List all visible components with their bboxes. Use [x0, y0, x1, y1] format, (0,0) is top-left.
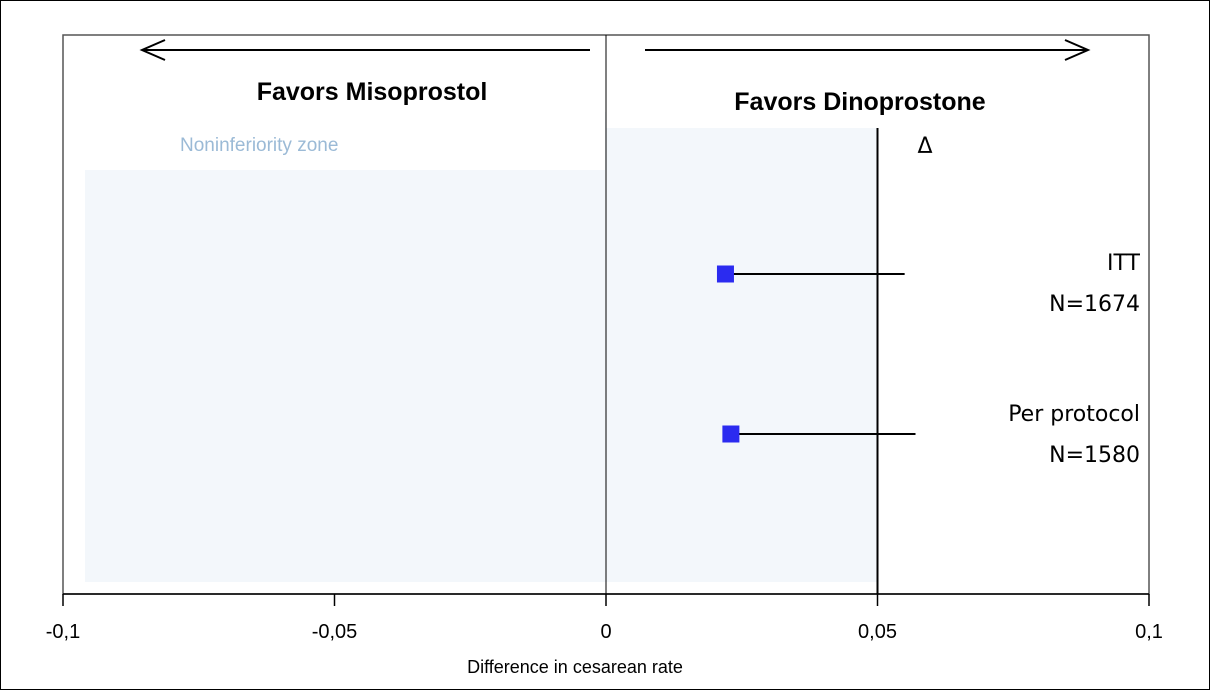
x-tick-label: -0,1: [46, 621, 80, 643]
x-tick-label: 0,1: [1135, 621, 1163, 643]
x-tick-label: 0,05: [858, 621, 897, 643]
noninferiority-zone-label: Noninferiority zone: [180, 135, 338, 156]
favors-dinoprostone-label: Favors Dinoprostone: [734, 88, 986, 116]
estimate-n-per-protocol: N=1580: [1049, 443, 1140, 468]
estimate-label-per-protocol: Per protocol: [1008, 402, 1140, 427]
noninferiority-zone-right: [606, 128, 878, 582]
x-tick-label: -0,05: [312, 621, 358, 643]
x-tick-label: 0: [600, 621, 611, 643]
estimate-n-itt: N=1674: [1049, 292, 1140, 317]
noninferiority-zone-left: [85, 112, 606, 582]
point-estimate-per-protocol: [722, 425, 740, 443]
margin-delta-label: Δ: [917, 134, 932, 159]
arrow-right-icon: [645, 39, 1091, 61]
x-axis-title: Difference in cesarean rate: [467, 657, 683, 677]
estimate-label-itt: ITT: [1107, 251, 1141, 276]
point-estimate-itt: [716, 265, 734, 283]
label-band: [85, 112, 605, 170]
favors-misoprostol-label: Favors Misoprostol: [257, 78, 488, 106]
arrow-left-icon: [139, 39, 590, 61]
